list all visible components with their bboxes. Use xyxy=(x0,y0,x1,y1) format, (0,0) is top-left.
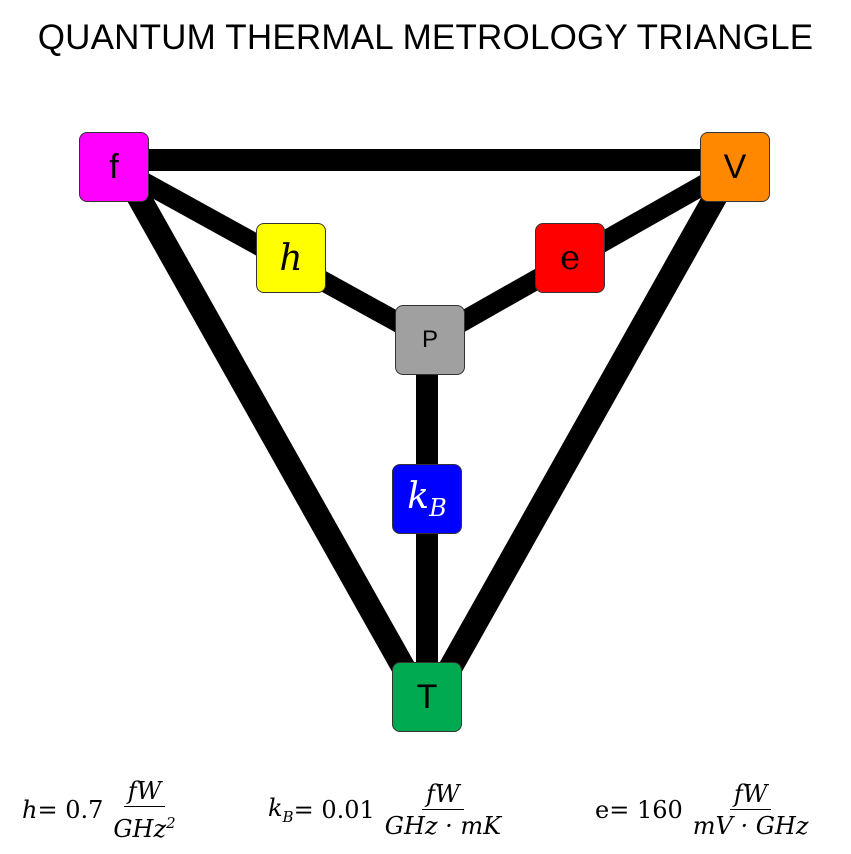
node-kB-label: kB xyxy=(407,475,447,523)
edge-V-T xyxy=(423,179,733,703)
node-f-label: f xyxy=(109,147,119,186)
formula-kB: kB = 0.01 fW GHz · mK xyxy=(268,779,502,840)
node-kB: kB xyxy=(392,464,462,534)
node-P: P xyxy=(395,305,465,375)
node-e-label: e xyxy=(559,238,581,278)
edge-f-T xyxy=(121,179,431,703)
node-V: V xyxy=(700,132,770,202)
node-P-label: P xyxy=(421,326,438,353)
node-h: h xyxy=(256,223,326,293)
node-e: e xyxy=(535,223,605,293)
node-V-label: V xyxy=(723,147,747,186)
diagram-title: QUANTUM THERMAL METROLOGY TRIANGLE xyxy=(37,18,814,57)
node-f: f xyxy=(79,132,149,202)
node-T: T xyxy=(392,662,462,732)
node-h-label: h xyxy=(279,237,303,279)
formula-e: e = 160 fW mV · GHz xyxy=(595,779,809,840)
formula-h: h = 0.7 fW GHz2 xyxy=(22,776,176,843)
node-T-label: T xyxy=(416,677,438,716)
